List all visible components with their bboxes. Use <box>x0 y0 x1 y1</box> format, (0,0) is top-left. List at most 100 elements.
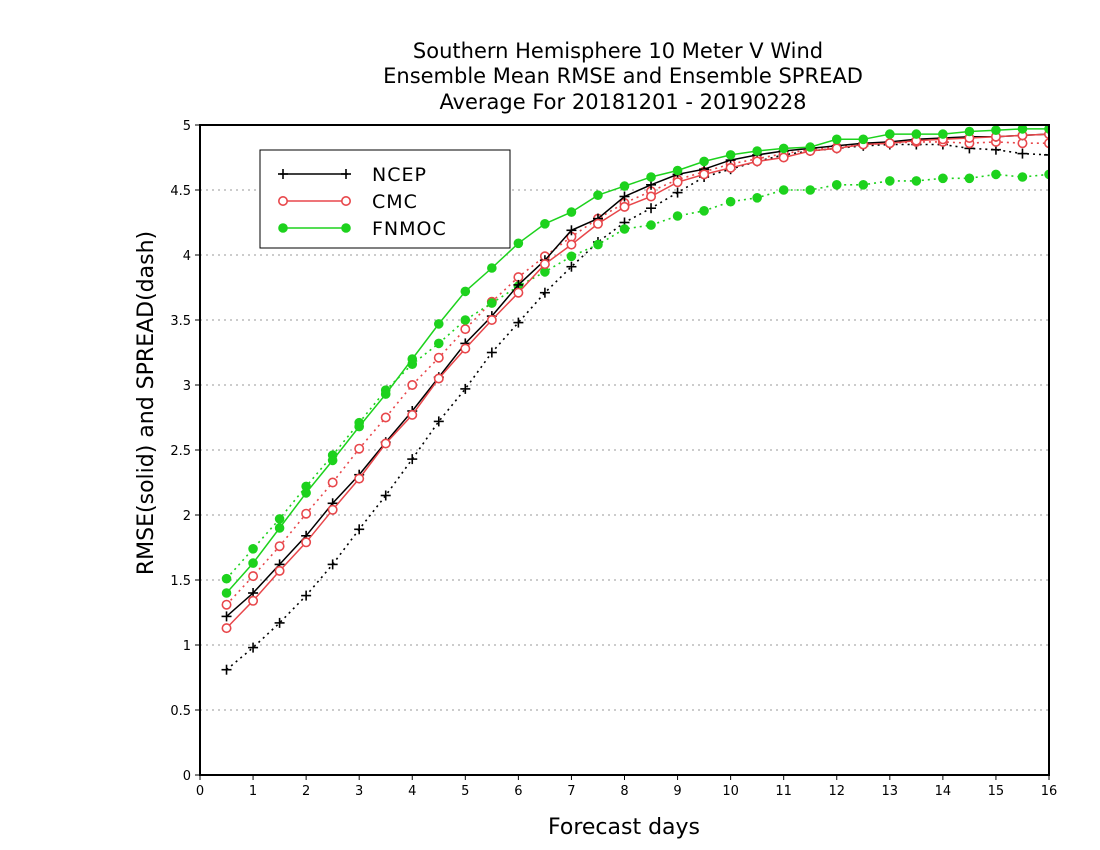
data-point <box>460 324 471 335</box>
data-point <box>433 338 444 349</box>
data-point <box>433 352 444 363</box>
data-point <box>539 259 550 270</box>
data-point <box>407 354 418 364</box>
legend-label: FNMOC <box>372 218 447 240</box>
chart-title: Southern Hemisphere 10 Meter V Wind Ense… <box>383 39 863 114</box>
legend-label: NCEP <box>372 164 427 186</box>
title-line-3: Average For 20181201 - 20190228 <box>439 90 806 114</box>
data-point <box>433 373 444 384</box>
data-point <box>831 180 842 190</box>
data-point <box>566 261 577 272</box>
y-tick-label: 4.5 <box>170 184 191 199</box>
data-point <box>1017 172 1028 182</box>
data-point <box>248 595 259 606</box>
x-tick-label: 1 <box>249 784 257 799</box>
data-point <box>911 176 922 186</box>
title-line-1: Southern Hemisphere 10 Meter V Wind <box>413 39 823 63</box>
data-point <box>274 523 285 533</box>
data-point <box>354 421 364 432</box>
x-tick-label: 13 <box>882 784 899 799</box>
y-tick-label: 4 <box>183 249 191 264</box>
data-point <box>964 173 975 184</box>
legend-box <box>259 149 511 249</box>
data-point <box>221 573 232 584</box>
data-point <box>486 314 497 325</box>
legend-marker-end <box>341 223 351 233</box>
data-point <box>566 207 577 217</box>
y-tick-label: 5 <box>183 119 191 134</box>
data-point <box>274 541 285 552</box>
data-point <box>460 343 471 354</box>
title-line-2: Ensemble Mean RMSE and Ensemble SPREAD <box>383 64 863 88</box>
y-tick-label: 2 <box>183 509 191 524</box>
legend-label: CMC <box>372 191 418 213</box>
legend-marker-start <box>278 223 288 233</box>
data-point <box>221 588 232 598</box>
data-point <box>699 169 710 180</box>
grid <box>200 189 1049 711</box>
data-point <box>699 156 709 167</box>
data-point <box>858 180 869 190</box>
y-axis: 0 0.5 1 1.5 2 2.5 3 3.5 4 4.5 5 <box>170 119 200 784</box>
y-tick-label: 2.5 <box>170 444 191 459</box>
data-point <box>301 488 311 498</box>
data-point <box>460 286 471 297</box>
data-point <box>646 172 656 182</box>
data-point <box>274 617 285 628</box>
y-tick-label: 0 <box>183 769 191 784</box>
data-point <box>619 201 630 212</box>
data-point <box>327 477 338 488</box>
data-point <box>487 298 497 308</box>
data-point <box>885 176 895 186</box>
data-point <box>433 319 444 329</box>
data-point <box>619 191 630 202</box>
data-point <box>566 225 577 236</box>
data-point <box>1044 149 1049 160</box>
data-point <box>221 623 232 634</box>
data-point <box>778 143 789 154</box>
data-point <box>539 287 550 298</box>
x-tick-label: 16 <box>1041 784 1058 799</box>
data-point <box>513 287 524 298</box>
x-axis: 0 1 2 3 4 5 6 7 8 9 10 11 12 13 14 15 16 <box>196 775 1057 799</box>
data-point <box>1017 148 1028 159</box>
data-point <box>752 146 762 156</box>
data-point <box>566 251 577 262</box>
data-point <box>938 129 948 139</box>
data-point <box>805 142 816 152</box>
data-point <box>593 190 603 201</box>
data-point <box>831 134 842 145</box>
data-point <box>460 383 471 394</box>
data-point <box>911 129 922 139</box>
data-point <box>752 193 762 203</box>
data-point <box>646 191 657 202</box>
data-point <box>221 599 232 610</box>
x-tick-label: 0 <box>196 784 204 799</box>
data-point <box>672 177 683 188</box>
x-tick-label: 9 <box>673 784 681 799</box>
data-point <box>221 611 232 622</box>
data-point <box>248 558 258 568</box>
data-point <box>248 642 259 653</box>
data-point <box>354 443 365 454</box>
data-point <box>407 379 418 390</box>
x-tick-label: 14 <box>935 784 952 799</box>
x-tick-label: 4 <box>408 784 416 799</box>
data-point <box>725 196 736 207</box>
legend-item-cmc: CMC <box>277 191 418 213</box>
x-tick-label: 7 <box>567 784 575 799</box>
x-tick-label: 10 <box>722 784 739 799</box>
data-point <box>752 156 763 167</box>
data-point <box>487 263 497 273</box>
y-tick-label: 3.5 <box>170 314 191 329</box>
data-point <box>486 347 497 358</box>
data-point <box>248 571 259 582</box>
data-point <box>460 315 471 325</box>
series-layer <box>221 124 1049 675</box>
data-point <box>778 185 789 195</box>
x-tick-label: 3 <box>355 784 363 799</box>
y-tick-label: 1.5 <box>170 574 191 589</box>
data-point <box>699 206 709 216</box>
data-point <box>274 514 285 524</box>
